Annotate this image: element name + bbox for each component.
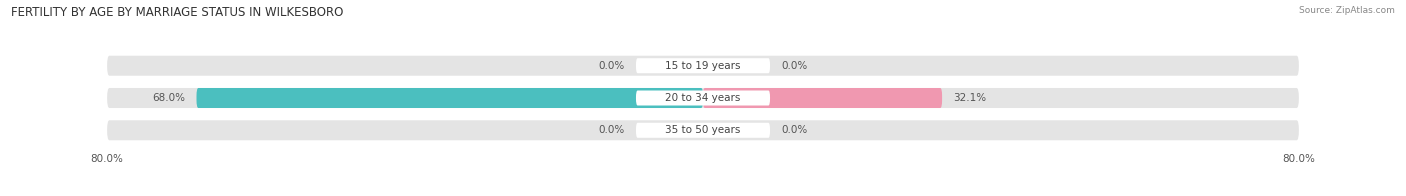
FancyBboxPatch shape [636,123,770,138]
FancyBboxPatch shape [107,88,1299,108]
FancyBboxPatch shape [107,56,1299,76]
FancyBboxPatch shape [107,120,1299,140]
Text: FERTILITY BY AGE BY MARRIAGE STATUS IN WILKESBORO: FERTILITY BY AGE BY MARRIAGE STATUS IN W… [11,6,343,19]
Text: 0.0%: 0.0% [599,61,624,71]
Text: 0.0%: 0.0% [782,61,807,71]
Text: Source: ZipAtlas.com: Source: ZipAtlas.com [1299,6,1395,15]
FancyBboxPatch shape [197,88,703,108]
FancyBboxPatch shape [636,91,770,105]
Text: 35 to 50 years: 35 to 50 years [665,125,741,135]
Text: 0.0%: 0.0% [782,125,807,135]
Text: 0.0%: 0.0% [599,125,624,135]
Text: 68.0%: 68.0% [152,93,186,103]
Text: 15 to 19 years: 15 to 19 years [665,61,741,71]
FancyBboxPatch shape [703,88,942,108]
Text: 20 to 34 years: 20 to 34 years [665,93,741,103]
FancyBboxPatch shape [636,58,770,73]
Text: 32.1%: 32.1% [953,93,987,103]
